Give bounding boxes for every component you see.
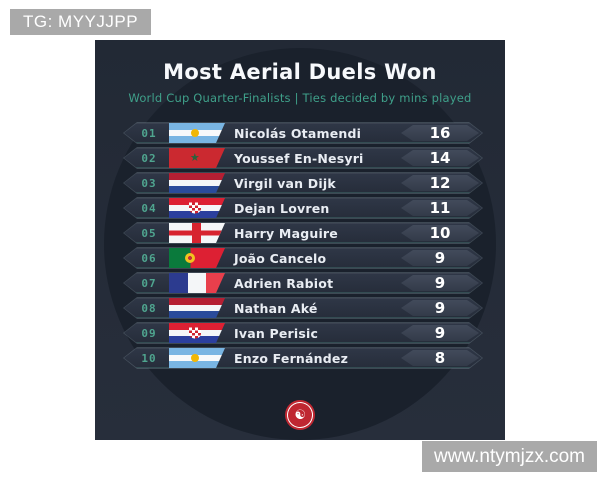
player-name: Ivan Perisic	[234, 325, 319, 341]
rank-label: 03	[141, 176, 157, 190]
row-bar: 05 Harry Maguire 10	[124, 223, 482, 243]
value-label: 9	[434, 299, 446, 317]
player-name: Harry Maguire	[234, 225, 338, 241]
value-label: 11	[429, 199, 451, 217]
player-name: João Cancelo	[234, 250, 327, 266]
rank-label: 06	[141, 251, 157, 265]
row-bar: 08 Nathan Aké 9	[124, 298, 482, 318]
table-row: 07 Adrien Rabiot 9	[123, 272, 483, 294]
table-row: 08 Nathan Aké 9	[123, 297, 483, 319]
rank-label: 05	[141, 226, 157, 240]
row-bar: 01 Nicolás Otamendi 16	[124, 123, 482, 143]
table-row: 01 Nicolás Otamendi 16	[123, 122, 483, 144]
value-badge: 14	[401, 150, 479, 166]
player-name: Adrien Rabiot	[234, 275, 334, 291]
player-name: Nathan Aké	[234, 300, 318, 316]
row-bar: 02 Youssef En-Nesyri 14	[124, 148, 482, 168]
row-bar: 04 Dejan Lovren 11	[124, 198, 482, 218]
table-row: 09 Ivan Perisic 9	[123, 322, 483, 344]
value-label: 16	[429, 124, 451, 142]
value-badge: 9	[401, 250, 479, 266]
value-label: 9	[434, 274, 446, 292]
player-name: Virgil van Dijk	[234, 175, 336, 191]
player-name: Enzo Fernández	[234, 350, 349, 366]
flag-france-icon	[169, 273, 225, 293]
player-name: Youssef En-Nesyri	[234, 150, 364, 166]
website-watermark: www.ntymjzx.com	[422, 441, 597, 472]
flag-argentina-icon	[169, 123, 225, 143]
flag-england-icon	[169, 223, 225, 243]
flag-portugal-icon	[169, 248, 225, 268]
value-badge: 10	[401, 225, 479, 241]
row-bar: 09 Ivan Perisic 9	[124, 323, 482, 343]
table-row: 04 Dejan Lovren 11	[123, 197, 483, 219]
website-watermark-text: www.ntymjzx.com	[434, 445, 585, 467]
stat-card: Most Aerial Duels Won World Cup Quarter-…	[95, 40, 505, 440]
table-row: 06 João Cancelo 9	[123, 247, 483, 269]
table-row: 03 Virgil van Dijk 12	[123, 172, 483, 194]
value-label: 14	[429, 149, 451, 167]
telegram-watermark-text: TG: MYYJJPP	[23, 12, 139, 31]
rank-label: 01	[141, 126, 157, 140]
flag-netherlands-icon	[169, 173, 225, 193]
value-badge: 8	[401, 350, 479, 366]
row-bar: 03 Virgil van Dijk 12	[124, 173, 482, 193]
value-badge: 9	[401, 275, 479, 291]
row-bar: 06 João Cancelo 9	[124, 248, 482, 268]
table-row: 05 Harry Maguire 10	[123, 222, 483, 244]
rank-label: 09	[141, 326, 157, 340]
value-label: 8	[434, 349, 446, 367]
player-name: Nicolás Otamendi	[234, 125, 362, 141]
value-badge: 9	[401, 300, 479, 316]
value-badge: 16	[401, 125, 479, 141]
value-label: 10	[429, 224, 451, 242]
flag-croatia-icon	[169, 323, 225, 343]
rank-label: 07	[141, 276, 157, 290]
value-badge: 11	[401, 200, 479, 216]
value-label: 9	[434, 324, 446, 342]
rank-label: 10	[141, 351, 157, 365]
rank-label: 08	[141, 301, 157, 315]
card-header: Most Aerial Duels Won World Cup Quarter-…	[95, 60, 505, 105]
value-badge: 12	[401, 175, 479, 191]
rank-label: 02	[141, 151, 157, 165]
telegram-watermark: TG: MYYJJPP	[10, 9, 152, 35]
background-circle-decoration	[104, 48, 496, 440]
table-row: 02 Youssef En-Nesyri 14	[123, 147, 483, 169]
table-row: 10 Enzo Fernández 8	[123, 347, 483, 369]
flag-argentina-icon	[169, 348, 225, 368]
rank-label: 04	[141, 201, 157, 215]
ranking-rows: 01 Nicolás Otamendi 16 02 Youssef En-Nesyri 1…	[123, 122, 483, 372]
row-bar: 07 Adrien Rabiot 9	[124, 273, 482, 293]
flag-netherlands-icon	[169, 298, 225, 318]
value-label: 9	[434, 249, 446, 267]
page-title: Most Aerial Duels Won	[163, 60, 437, 84]
value-badge: 9	[401, 325, 479, 341]
value-label: 12	[429, 174, 451, 192]
flag-morocco-icon	[169, 148, 225, 168]
row-bar: 10 Enzo Fernández 8	[124, 348, 482, 368]
player-name: Dejan Lovren	[234, 200, 330, 216]
publisher-logo-icon: ☯	[284, 399, 316, 431]
flag-croatia-icon	[169, 198, 225, 218]
page-subtitle: World Cup Quarter-Finalists | Ties decid…	[128, 91, 472, 105]
